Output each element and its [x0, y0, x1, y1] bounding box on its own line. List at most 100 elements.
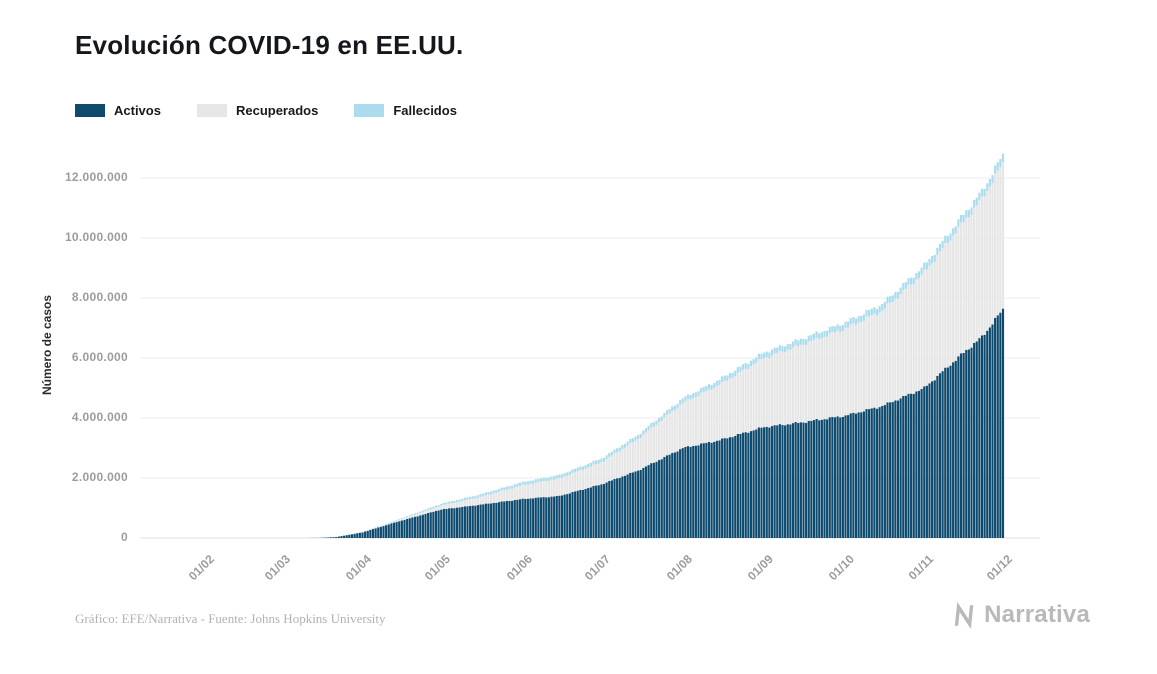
bar-segment-activos	[660, 459, 663, 538]
bar-segment-activos	[668, 454, 671, 538]
bar-segment-recuperados	[836, 330, 839, 417]
bar-segment-recuperados	[416, 513, 419, 517]
bar-segment-fallecidos	[676, 403, 679, 409]
bar-segment-activos	[403, 519, 406, 538]
bar-segment-activos	[938, 373, 942, 538]
bar-segment-fallecidos	[854, 318, 858, 325]
bar-segment-recuperados	[419, 512, 422, 516]
bar-segment-recuperados	[849, 324, 852, 414]
bar-segment-fallecidos	[566, 472, 569, 476]
bar-segment-fallecidos	[592, 460, 595, 465]
bar-segment-fallecidos	[579, 466, 582, 471]
bar-segment-activos	[700, 443, 703, 538]
bar-segment-activos	[776, 425, 779, 538]
bar-segment-activos	[579, 489, 582, 538]
bar-segment-fallecidos	[686, 394, 690, 400]
bar-segment-fallecidos	[857, 316, 860, 323]
bar-segment-fallecidos	[833, 326, 837, 333]
bar-segment-activos	[592, 485, 595, 538]
bar-segment-recuperados	[644, 432, 648, 467]
bar-segment-recuperados	[448, 503, 451, 509]
bar-segment-fallecidos	[634, 436, 637, 441]
bar-segment-fallecidos	[665, 410, 669, 415]
bar-segment-recuperados	[545, 481, 548, 498]
bar-segment-activos	[915, 391, 918, 538]
bar-segment-recuperados	[542, 481, 545, 498]
bar-segment-fallecidos	[458, 499, 461, 502]
bar-segment-activos	[429, 512, 432, 538]
bar-segment-recuperados	[563, 476, 566, 495]
bar-segment-activos	[534, 497, 537, 538]
bar-segment-activos	[980, 335, 984, 538]
bar-segment-recuperados	[755, 362, 758, 430]
bar-segment-recuperados	[707, 389, 711, 442]
bar-segment-activos	[763, 427, 766, 538]
bar-segment-activos	[818, 420, 821, 538]
bar-segment-fallecidos	[946, 236, 949, 244]
bar-segment-recuperados	[427, 509, 430, 513]
bar-segment-activos	[626, 474, 629, 538]
bar-segment-recuperados	[529, 483, 532, 499]
bar-segment-recuperados	[694, 397, 697, 446]
bar-segment-activos	[602, 483, 606, 538]
bar-segment-activos	[925, 385, 928, 538]
bar-segment-recuperados	[739, 371, 742, 434]
bar-segment-activos	[676, 451, 679, 538]
bar-segment-activos	[500, 501, 503, 538]
narrativa-n-icon	[954, 602, 974, 628]
bar-segment-activos	[831, 416, 834, 538]
bar-segment-activos	[904, 395, 907, 538]
bar-segment-fallecidos	[836, 324, 839, 331]
bar-segment-fallecidos	[776, 347, 779, 354]
bar-segment-recuperados	[442, 504, 445, 509]
bar-segment-recuperados	[642, 434, 645, 468]
bar-segment-recuperados	[820, 338, 823, 420]
bar-segment-activos	[689, 446, 692, 538]
bar-segment-recuperados	[776, 353, 779, 426]
bar-segment-activos	[881, 405, 884, 538]
bar-segment-fallecidos	[915, 272, 918, 280]
bar-segment-recuperados	[445, 504, 448, 509]
bar-segment-recuperados	[534, 482, 537, 498]
bar-segment-recuperados	[865, 316, 868, 410]
bar-segment-activos	[760, 427, 763, 538]
bar-segment-fallecidos	[442, 502, 445, 505]
bar-segment-fallecidos	[524, 481, 527, 485]
bar-segment-fallecidos	[902, 282, 905, 290]
bar-segment-fallecidos	[912, 277, 915, 285]
bar-segment-activos	[566, 494, 569, 538]
bar-segment-fallecidos	[868, 309, 871, 317]
bar-segment-fallecidos	[791, 341, 795, 348]
bar-segment-fallecidos	[647, 426, 650, 431]
bar-segment-fallecidos	[789, 344, 792, 350]
bar-segment-activos	[484, 503, 487, 538]
x-axis-tick-label: 01/09	[744, 552, 777, 584]
bar-segment-activos	[618, 477, 621, 538]
bar-segment-activos	[616, 478, 619, 538]
bar-segment-activos	[406, 518, 409, 538]
bar-segment-recuperados	[986, 191, 989, 331]
bar-segment-activos	[555, 495, 558, 538]
bar-segment-recuperados	[581, 470, 585, 490]
bar-segment-fallecidos	[613, 449, 616, 454]
bar-segment-fallecidos	[705, 385, 708, 391]
bar-segment-recuperados	[371, 528, 375, 530]
bar-segment-recuperados	[975, 205, 978, 342]
bar-segment-recuperados	[398, 519, 401, 522]
x-axis-tick-label: 01/03	[261, 552, 294, 584]
bar-segment-fallecidos	[862, 314, 865, 321]
bar-segment-fallecidos	[978, 192, 981, 201]
bar-segment-activos	[962, 352, 965, 538]
bar-segment-fallecidos	[980, 188, 984, 197]
bar-segment-activos	[587, 488, 590, 538]
bar-segment-recuperados	[910, 284, 913, 394]
bar-segment-fallecidos	[815, 331, 818, 338]
bar-segment-fallecidos	[923, 262, 926, 270]
bar-segment-recuperados	[652, 426, 655, 463]
bar-segment-recuperados	[700, 392, 703, 444]
bar-segment-recuperados	[602, 461, 606, 484]
bar-segment-activos	[949, 365, 952, 538]
bar-segment-fallecidos	[400, 518, 403, 520]
bar-segment-recuperados	[747, 369, 750, 433]
bar-segment-fallecidos	[889, 296, 892, 303]
